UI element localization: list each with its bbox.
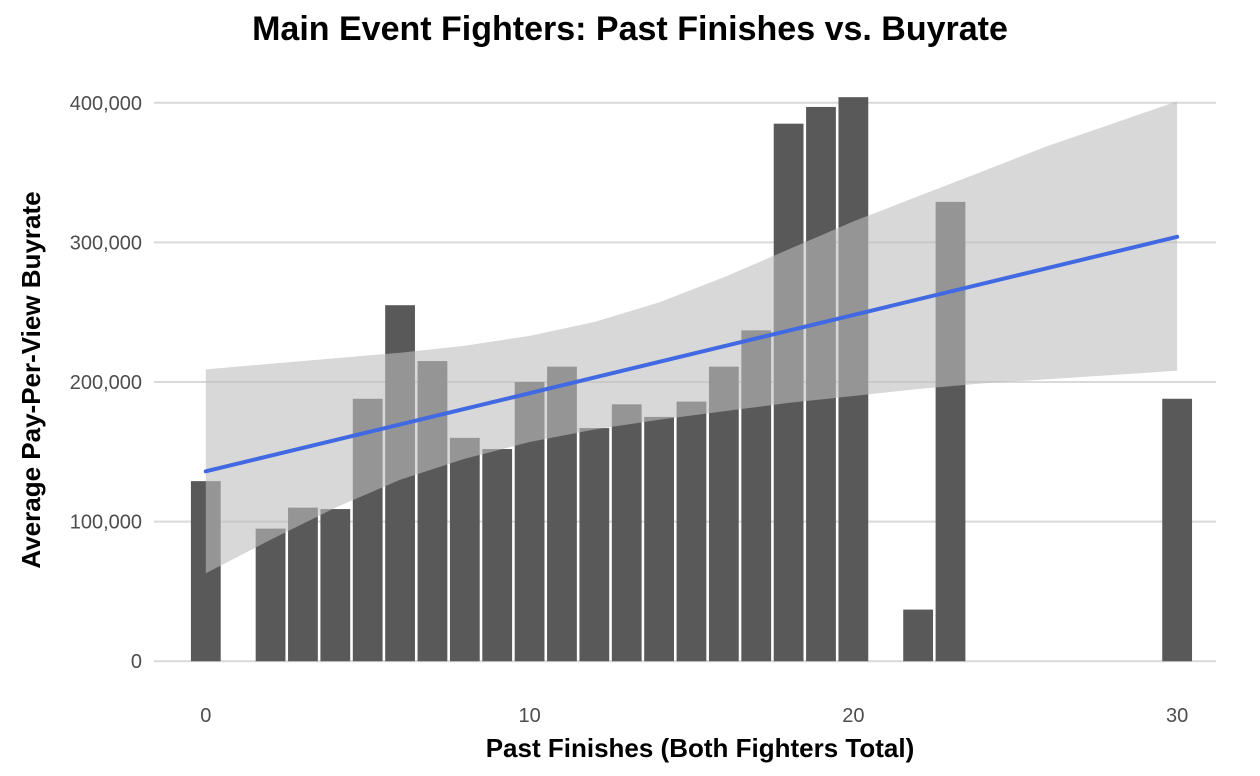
chart-title: Main Event Fighters: Past Finishes vs. B… <box>252 10 1008 48</box>
y-axis-title: Average Pay-Per-View Buyrate <box>16 191 46 568</box>
bar <box>579 428 610 662</box>
bar <box>288 507 318 662</box>
bar <box>255 528 286 662</box>
confidence-ribbon <box>205 101 1178 574</box>
bar <box>482 449 513 662</box>
x-tick-label: 10 <box>518 705 540 727</box>
bar <box>449 437 480 662</box>
bars <box>190 97 1193 662</box>
bar <box>708 366 739 662</box>
y-tick-label: 200,000 <box>70 372 142 394</box>
y-tick-label: 400,000 <box>70 93 142 115</box>
confidence-band <box>205 101 1178 574</box>
x-tick-label: 0 <box>200 705 211 727</box>
trend-line <box>203 234 1180 474</box>
x-axis-title: Past Finishes (Both Fighters Total) <box>486 733 915 763</box>
x-tick-label: 20 <box>842 705 864 727</box>
x-tick-label: 30 <box>1166 705 1188 727</box>
tick-labels: 0 10 20 30 0 100,000 200,000 300,000 400,000 <box>70 93 1189 727</box>
bar <box>611 404 642 662</box>
bar <box>1162 398 1193 662</box>
regression-line <box>203 234 1180 474</box>
bar <box>644 416 674 662</box>
y-tick-label: 0 <box>131 651 142 673</box>
bar <box>320 509 351 662</box>
bar <box>903 609 934 662</box>
bar <box>676 401 707 662</box>
y-tick-label: 300,000 <box>70 232 142 254</box>
y-tick-label: 100,000 <box>70 512 142 534</box>
